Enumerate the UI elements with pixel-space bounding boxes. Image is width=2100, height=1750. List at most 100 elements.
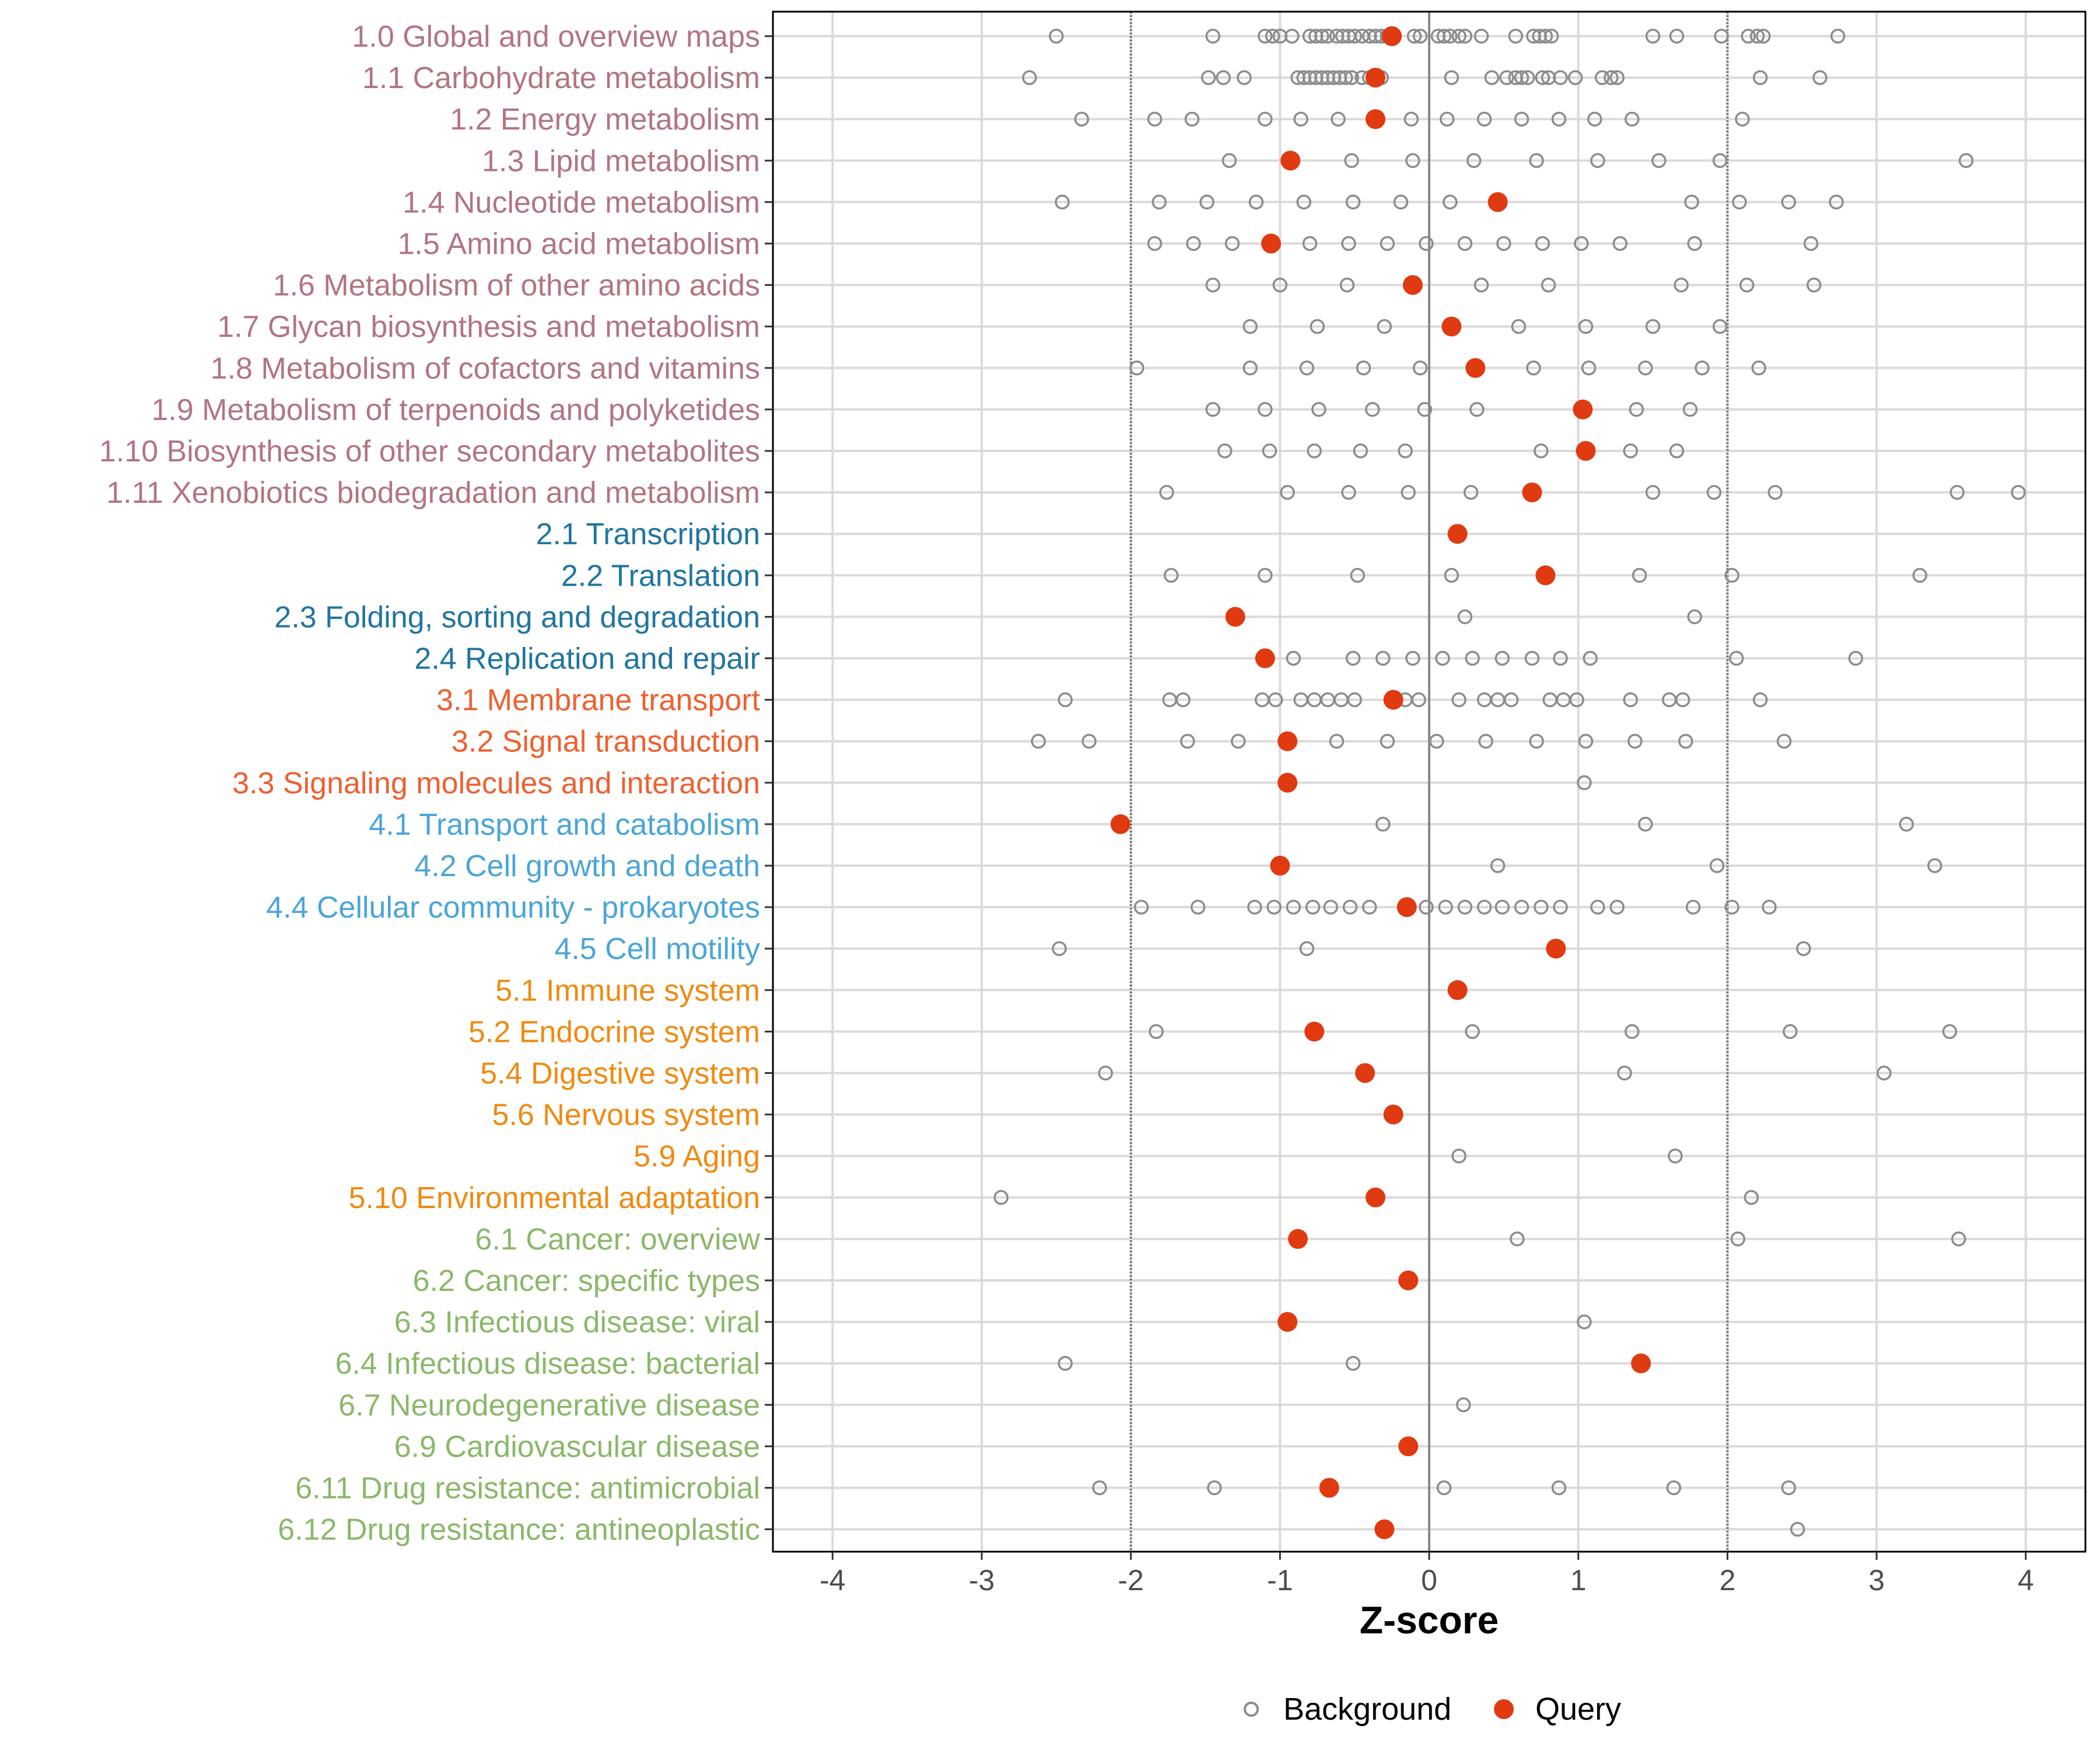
background-point — [1526, 360, 1541, 376]
category-label: 1.4 Nucleotide metabolism — [402, 186, 760, 219]
background-point — [1484, 70, 1500, 85]
background-point — [1299, 360, 1315, 376]
category-label: 1.1 Carbohydrate metabolism — [362, 61, 760, 95]
background-point — [1074, 111, 1090, 127]
background-point — [1503, 692, 1519, 708]
x-tick-label: 2 — [1719, 1564, 1735, 1597]
background-point — [1675, 692, 1690, 708]
background-point — [1457, 236, 1473, 251]
background-point — [1511, 318, 1527, 334]
background-point — [1224, 236, 1240, 251]
background-point — [1419, 236, 1434, 251]
background-point — [1338, 70, 1353, 85]
background-point — [1302, 236, 1318, 251]
background-point — [1645, 318, 1661, 334]
x-tick-label: 3 — [1868, 1564, 1885, 1597]
background-point — [1438, 900, 1453, 915]
background-point — [1510, 1231, 1525, 1247]
query-point — [1447, 980, 1468, 1000]
background-point — [1762, 900, 1777, 915]
background-point — [1587, 111, 1602, 127]
background-point — [1356, 360, 1371, 376]
background-point — [1133, 900, 1149, 915]
background-point — [1451, 692, 1466, 708]
background-point — [1958, 153, 1974, 169]
background-point — [993, 1190, 1009, 1205]
category-label: 1.9 Metabolism of terpenoids and polyket… — [151, 393, 760, 427]
background-point — [1190, 900, 1206, 915]
background-point — [1781, 194, 1796, 210]
background-point — [1578, 733, 1594, 749]
background-point — [1577, 1314, 1592, 1329]
background-point — [1451, 1148, 1466, 1164]
background-point — [1465, 1024, 1480, 1040]
background-point — [1629, 402, 1644, 417]
category-label: 2.1 Transcription — [536, 517, 760, 551]
background-point — [1751, 360, 1766, 376]
background-point — [1031, 733, 1046, 749]
category-label: 3.1 Membrane transport — [436, 684, 760, 718]
background-point — [1739, 277, 1755, 293]
x-axis-title: Z-score — [1360, 1598, 1499, 1642]
background-point — [1494, 900, 1510, 915]
background-point — [1258, 111, 1273, 127]
background-point — [1342, 900, 1358, 915]
query-point — [1398, 1270, 1419, 1290]
background-point — [1436, 29, 1452, 44]
legend: Background Query — [1244, 1692, 1621, 1727]
query-point — [1255, 648, 1275, 668]
category-label: 2.3 Folding, sorting and degradation — [274, 600, 760, 634]
background-point — [1205, 277, 1221, 293]
background-point — [1406, 29, 1422, 44]
background-point — [1749, 29, 1765, 44]
background-point — [1637, 817, 1653, 832]
category-label: 1.5 Amino acid metabolism — [398, 228, 760, 261]
background-point — [1685, 900, 1701, 915]
background-point — [1752, 692, 1768, 708]
legend-query-label: Query — [1535, 1692, 1621, 1727]
background-point — [1950, 485, 1965, 500]
background-point — [1609, 900, 1625, 915]
query-point — [1374, 1519, 1395, 1539]
background-point — [1474, 277, 1489, 293]
background-point — [1669, 443, 1685, 459]
background-point — [1496, 236, 1511, 251]
query-point — [1288, 1228, 1308, 1249]
background-point — [1248, 194, 1264, 210]
background-point — [1457, 609, 1473, 625]
category-label: 5.9 Aging — [634, 1140, 760, 1174]
background-point — [1927, 858, 1943, 873]
background-point — [1551, 111, 1567, 127]
background-point — [1735, 111, 1750, 127]
category-label: 2.2 Translation — [561, 559, 760, 593]
category-label: 6.1 Cancer: overview — [475, 1223, 761, 1256]
background-point — [1499, 70, 1514, 85]
category-label: 6.7 Neurodegenerative disease — [338, 1388, 760, 1422]
query-point — [1261, 233, 1281, 254]
background-point — [1553, 70, 1568, 85]
background-point — [1314, 29, 1329, 44]
data-points — [993, 26, 2026, 1539]
query-point — [1365, 68, 1385, 88]
background-point — [1796, 941, 1811, 956]
background-point — [1682, 402, 1698, 417]
background-point — [1310, 318, 1325, 334]
background-point — [1724, 900, 1740, 915]
category-label: 6.9 Cardiovascular disease — [394, 1430, 760, 1464]
background-point — [1848, 650, 1863, 666]
background-point — [1405, 650, 1420, 666]
background-point — [1380, 236, 1395, 251]
background-point — [1152, 194, 1167, 210]
category-label: 4.1 Transport and catabolism — [369, 808, 760, 842]
background-point — [1347, 29, 1362, 44]
background-point — [1590, 153, 1605, 169]
background-point — [1286, 650, 1301, 666]
background-point — [1730, 1231, 1746, 1247]
background-point — [1205, 29, 1221, 44]
background-point — [1581, 360, 1597, 376]
background-point — [1666, 1480, 1682, 1496]
background-point — [1401, 485, 1416, 500]
background-point — [1674, 277, 1689, 293]
background-point — [1712, 318, 1728, 334]
background-point — [1323, 900, 1338, 915]
